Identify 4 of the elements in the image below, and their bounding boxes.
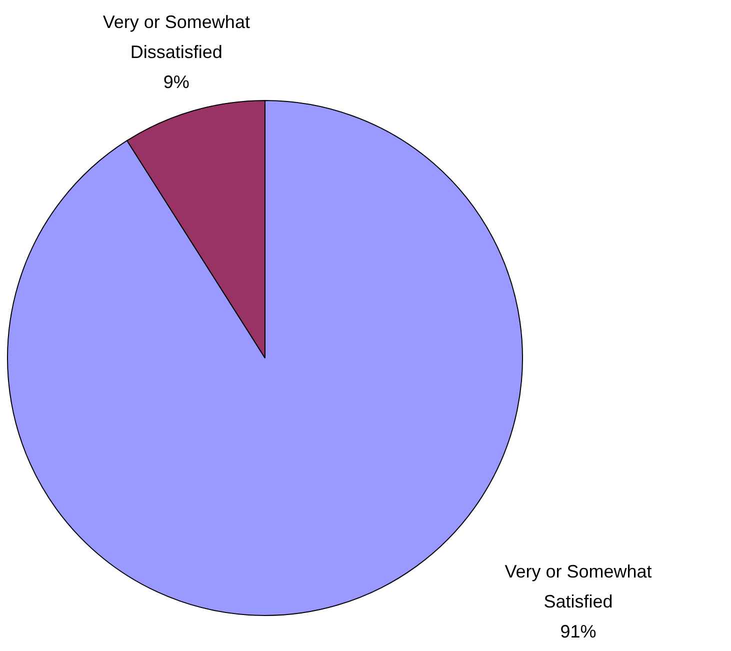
data-label: 91% — [560, 622, 596, 642]
slice-label: Very or Somewhat Dissatisfied — [102, 12, 250, 62]
data-label: 9% — [163, 72, 190, 92]
slice-label: Very or Somewhat Satisfied — [504, 562, 652, 612]
